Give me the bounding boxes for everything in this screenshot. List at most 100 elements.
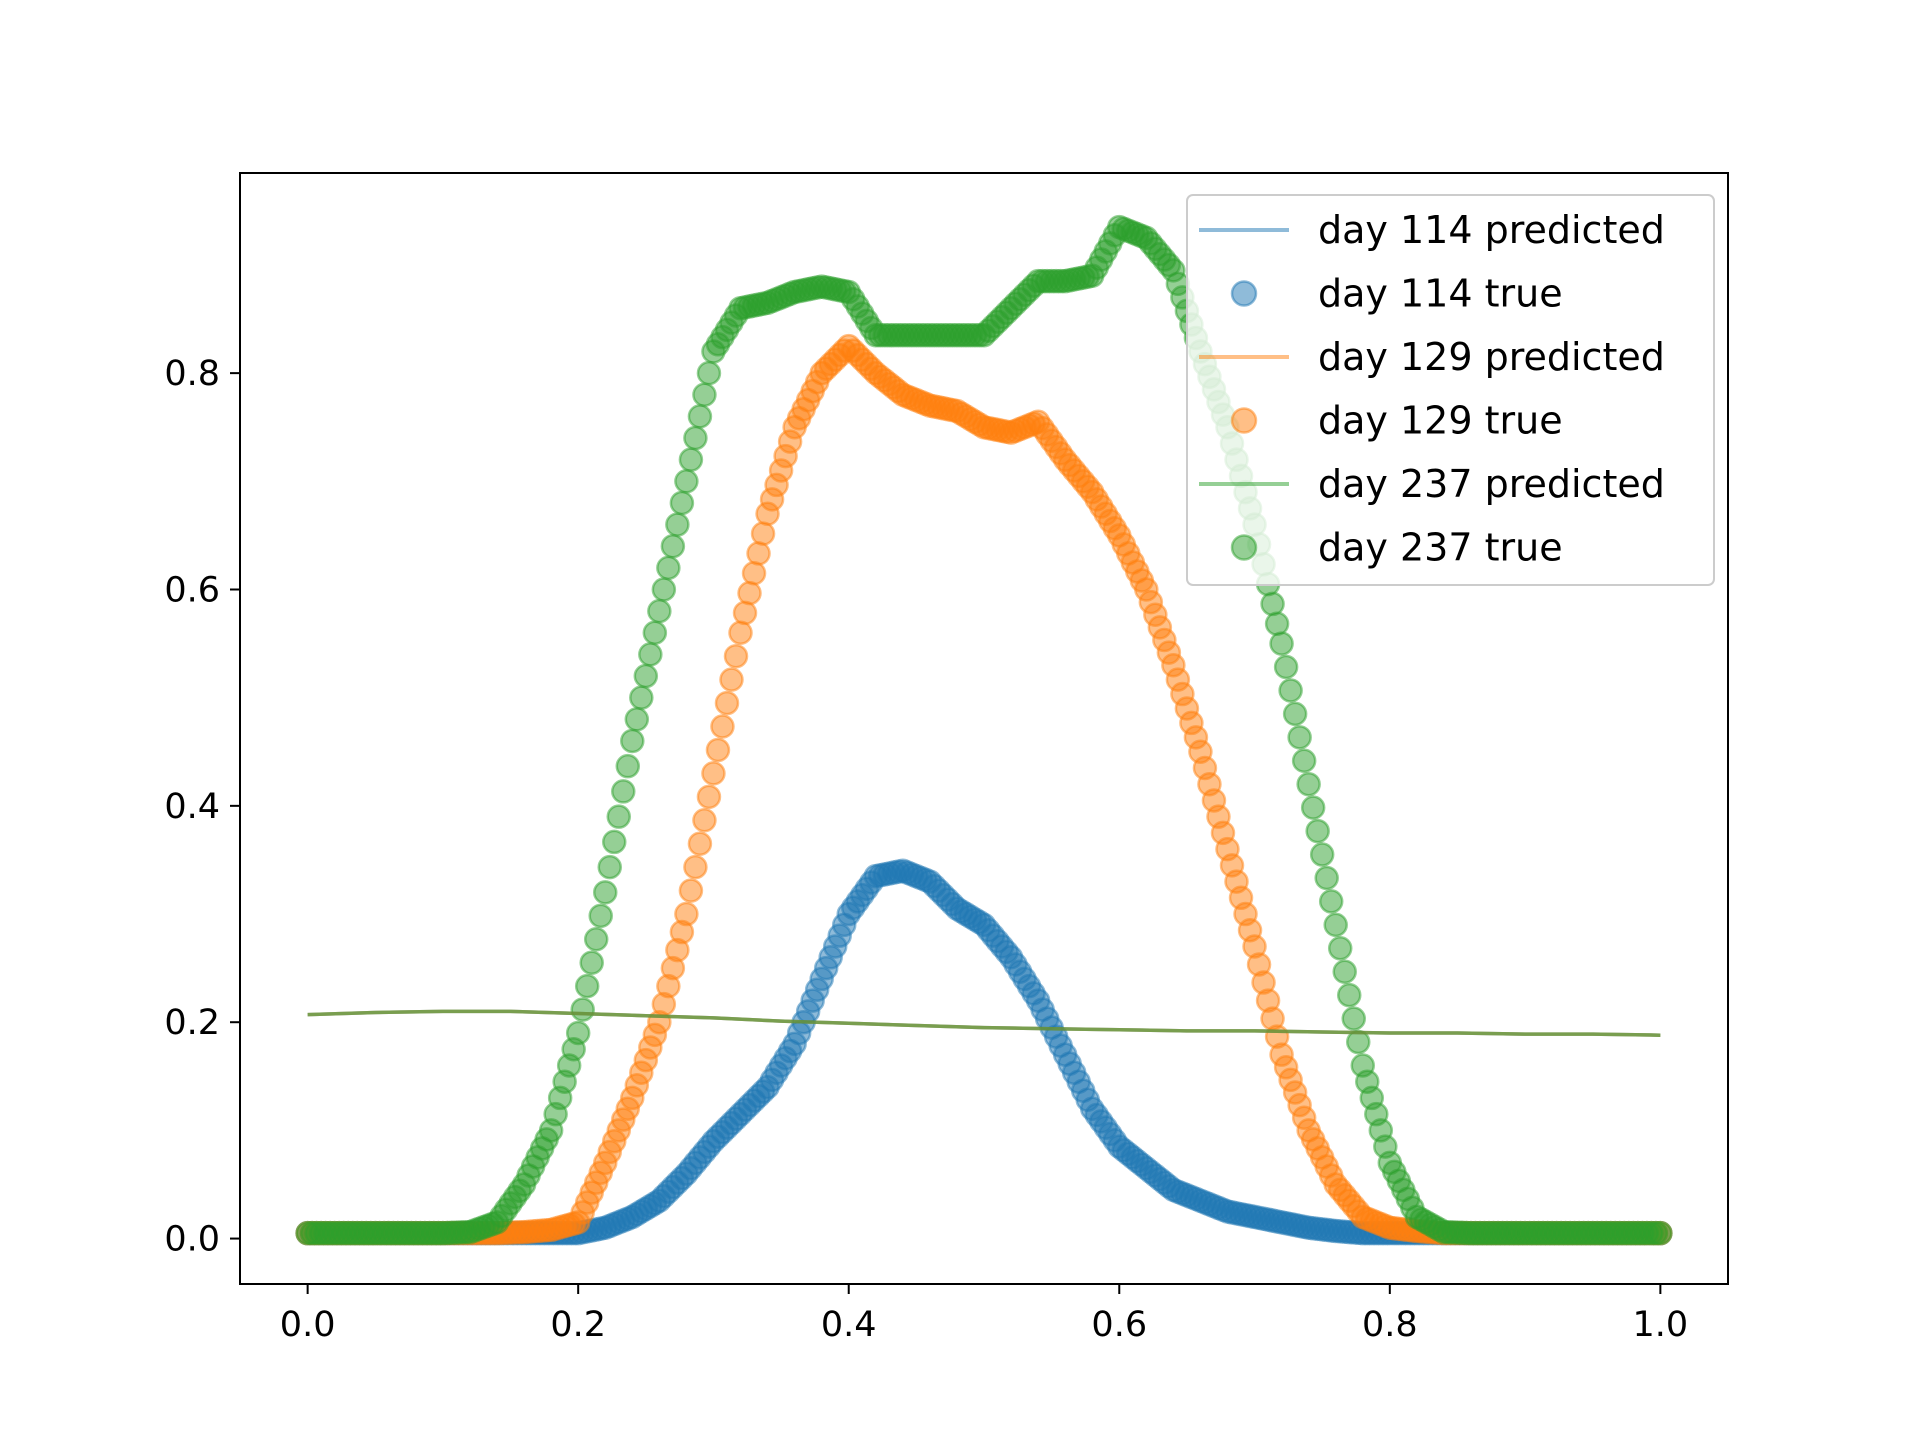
- point-day237: [1287, 725, 1312, 750]
- legend-label: day 114 predicted: [1318, 208, 1665, 252]
- point-day237: [620, 728, 645, 754]
- point-day237: [678, 447, 704, 472]
- legend-item: day 114 predicted: [1199, 208, 1665, 252]
- point-day237: [602, 829, 627, 855]
- point-day237: [588, 903, 613, 929]
- legend-marker-swatch: [1230, 280, 1258, 307]
- point-day129: [750, 521, 776, 546]
- point-day237: [674, 469, 699, 494]
- point-day237: [1305, 818, 1330, 844]
- legend-box: [1186, 194, 1715, 586]
- point-day237: [1260, 591, 1285, 617]
- x-tick-label: 0.8: [1362, 1305, 1418, 1345]
- point-day237: [683, 425, 708, 451]
- legend-item: day 237 predicted: [1199, 462, 1665, 506]
- point-day237: [1318, 889, 1344, 914]
- legend-marker-swatch: [1230, 534, 1258, 561]
- point-day129: [714, 690, 740, 716]
- point-day237: [642, 620, 668, 646]
- point-day129: [705, 737, 731, 763]
- legend-label: day 237 true: [1318, 526, 1563, 570]
- x-tick-label: 0.6: [1091, 1305, 1147, 1345]
- point-day237: [611, 779, 636, 804]
- x-tick-label: 0.4: [821, 1305, 877, 1345]
- point-day237: [1264, 611, 1290, 636]
- legend-item: day 237 true: [1230, 526, 1563, 570]
- x-tick-label: 0.0: [280, 1305, 336, 1345]
- point-day237: [629, 685, 654, 710]
- point-day237: [1332, 959, 1357, 984]
- point-day237: [1269, 631, 1294, 656]
- point-day237: [665, 512, 690, 537]
- point-day237: [597, 854, 622, 880]
- y-tick-label: 0.8: [164, 354, 220, 394]
- point-day237: [579, 950, 604, 975]
- point-day129: [728, 620, 753, 646]
- series-day237-predicted-line: [307, 1009, 1661, 1037]
- x-tick-label: 0.2: [550, 1305, 606, 1345]
- axis-ticks: 0.0 0.2 0.4 0.6 0.8 1.0 0.0 0.2 0.4 0.6 0.8: [164, 354, 1688, 1345]
- point-day129: [737, 580, 762, 606]
- y-tick-label: 0.6: [164, 570, 220, 610]
- point-day129: [701, 761, 726, 786]
- point-day237: [660, 533, 686, 559]
- point-day129: [741, 561, 767, 586]
- x-tick-label: 1.0: [1633, 1305, 1689, 1345]
- series-day237-true: [295, 214, 1673, 1246]
- point-day237: [692, 382, 717, 408]
- point-day237: [574, 973, 600, 999]
- point-day237: [1278, 678, 1303, 703]
- point-day237: [696, 360, 722, 386]
- point-day237: [565, 1020, 591, 1046]
- point-day129: [710, 714, 735, 739]
- point-day237: [638, 642, 663, 667]
- point-day129: [719, 667, 744, 692]
- point-day129: [692, 808, 717, 833]
- point-day237: [656, 555, 681, 581]
- legend-label: day 237 predicted: [1318, 462, 1665, 506]
- point-day237: [1336, 982, 1362, 1008]
- y-tick-label: 0.2: [164, 1003, 220, 1043]
- point-day237: [1341, 1006, 1366, 1031]
- point-day237: [647, 598, 672, 624]
- point-day237: [1282, 701, 1308, 727]
- point-day129: [696, 784, 722, 810]
- point-day237: [669, 490, 695, 516]
- legend-marker-swatch: [1230, 407, 1258, 434]
- y-tick-label: 0.4: [164, 787, 220, 827]
- point-day129: [746, 541, 771, 566]
- point-day237: [570, 997, 595, 1022]
- point-day237: [1273, 654, 1299, 680]
- point-day129: [678, 878, 704, 903]
- axes-frame: [239, 172, 1729, 1285]
- point-day237: [1296, 771, 1321, 797]
- point-day237: [606, 804, 632, 829]
- legend-label: day 129 predicted: [1318, 335, 1665, 379]
- point-day237: [1327, 936, 1353, 961]
- point-day129: [683, 854, 708, 880]
- legend-label: day 129 true: [1318, 399, 1563, 443]
- point-day237: [1323, 912, 1348, 938]
- point-day129: [687, 831, 713, 856]
- point-day237: [592, 880, 618, 905]
- plot-marks: [295, 214, 1673, 1246]
- point-day129: [674, 901, 699, 927]
- y-tick-label: 0.0: [164, 1220, 220, 1260]
- legend: day 114 predicted day 114 true day 129 pre…: [1186, 194, 1715, 586]
- point-day237: [1291, 748, 1317, 774]
- point-day237: [624, 707, 650, 732]
- point-day237: [583, 927, 609, 952]
- point-day237: [651, 577, 677, 602]
- legend-item: day 114 true: [1230, 272, 1563, 316]
- point-day237: [687, 404, 713, 429]
- point-day237: [1309, 842, 1335, 867]
- point-day237: [633, 663, 659, 689]
- point-day237: [1314, 865, 1339, 891]
- legend-label: day 114 true: [1318, 272, 1563, 316]
- point-day129: [732, 600, 758, 626]
- point-day237: [1648, 1220, 1673, 1246]
- point-day237: [1300, 795, 1326, 820]
- legend-item: day 129 true: [1230, 399, 1563, 443]
- point-day129: [723, 643, 749, 669]
